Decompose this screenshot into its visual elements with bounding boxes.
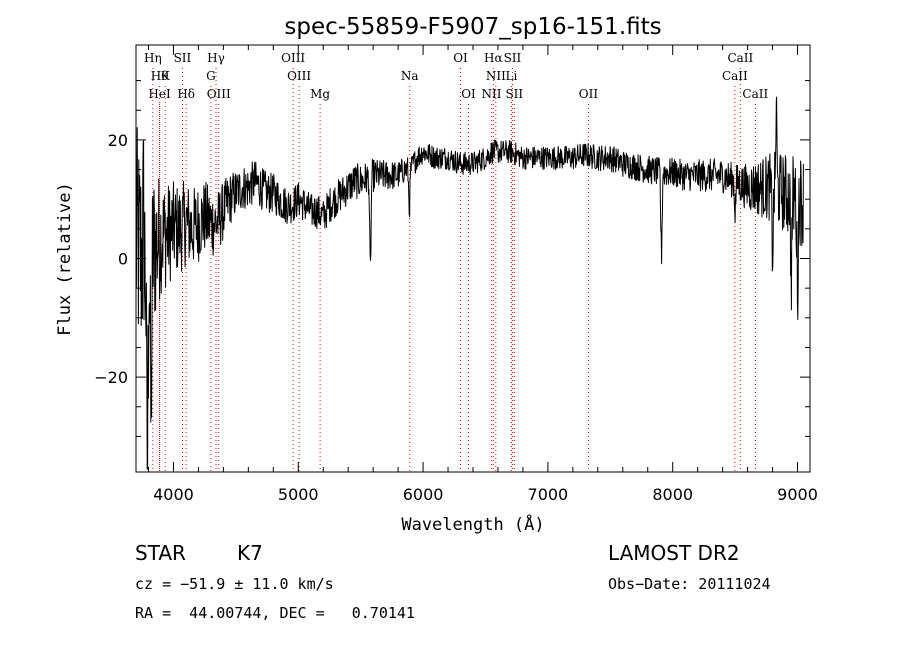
line-marker-label: OII	[579, 87, 599, 101]
coordinates-label: RA = 44.00744, DEC = 0.70141	[135, 604, 415, 622]
line-marker-label: NII	[481, 87, 501, 101]
spectrum-line	[135, 96, 804, 470]
line-marker-label: Hθ	[151, 69, 169, 83]
line-marker-label: CaII	[742, 87, 768, 101]
line-marker-label: SII	[174, 51, 192, 65]
line-marker-label: Hδ	[177, 87, 195, 101]
y-tick-label: 20	[108, 131, 128, 150]
y-tick-label: 0	[118, 250, 128, 269]
classification-label: STAR	[135, 541, 186, 565]
line-marker-label: Mg	[310, 87, 330, 101]
x-tick-label: 7000	[528, 485, 569, 504]
line-marker-label: Hγ	[207, 51, 225, 65]
y-axis: −20 0 20	[94, 80, 810, 437]
line-marker-label: Hα	[484, 51, 503, 65]
line-marker-label: Na	[401, 69, 419, 83]
survey-label: LAMOST DR2	[608, 541, 740, 565]
line-marker-label: HeI	[148, 87, 171, 101]
line-marker-label: SII	[504, 51, 522, 65]
line-marker-label: OI	[453, 51, 468, 65]
x-tick-label: 4000	[153, 485, 194, 504]
line-marker-label: CaII	[722, 69, 748, 83]
line-marker-label: OIII	[281, 51, 305, 65]
x-axis: 4000 5000 6000 7000 8000 9000	[147, 45, 818, 504]
x-tick-label: 8000	[652, 485, 693, 504]
obs-date-label: Obs−Date: 20111024	[608, 575, 771, 593]
line-marker-group	[152, 68, 756, 472]
y-tick-label: −20	[94, 368, 128, 387]
line-marker-label: NII	[486, 69, 506, 83]
x-tick-label: 6000	[403, 485, 444, 504]
line-marker-label: OIII	[287, 69, 311, 83]
x-tick-label: 5000	[278, 485, 319, 504]
plot-frame	[135, 44, 811, 473]
line-marker-label: SII	[505, 87, 523, 101]
line-marker-label: OIII	[207, 87, 231, 101]
subclass-label: K7	[237, 541, 263, 565]
chart-title: spec-55859-F5907_sp16-151.fits	[284, 14, 661, 40]
line-marker-label: G	[206, 69, 216, 83]
line-marker-label: Hη	[144, 51, 162, 65]
line-marker-label: K	[161, 69, 171, 83]
x-axis-label: Wavelength (Å)	[401, 513, 544, 535]
x-tick-label: 9000	[777, 485, 818, 504]
line-marker-label: CaII	[727, 51, 753, 65]
line-marker-label: OI	[461, 87, 476, 101]
line-marker-label: Li	[506, 69, 518, 83]
y-axis-label: Flux (relative)	[55, 182, 75, 336]
redshift-label: cz = −51.9 ± 11.0 km/s	[135, 575, 334, 593]
